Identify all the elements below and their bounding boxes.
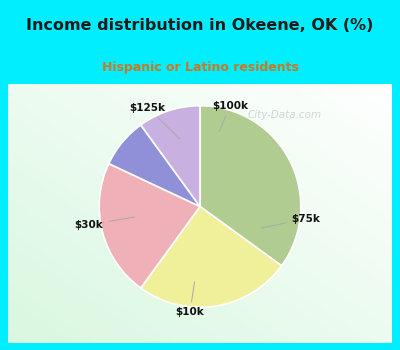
Wedge shape bbox=[109, 125, 200, 206]
Wedge shape bbox=[141, 106, 200, 206]
Text: Income distribution in Okeene, OK (%): Income distribution in Okeene, OK (%) bbox=[26, 18, 374, 33]
Text: $75k: $75k bbox=[261, 214, 320, 228]
Text: $30k: $30k bbox=[75, 217, 135, 230]
Wedge shape bbox=[141, 206, 282, 307]
Text: $100k: $100k bbox=[212, 101, 248, 131]
Text: Hispanic or Latino residents: Hispanic or Latino residents bbox=[102, 61, 298, 74]
Wedge shape bbox=[99, 163, 200, 288]
Text: $125k: $125k bbox=[130, 103, 180, 139]
Wedge shape bbox=[200, 106, 301, 266]
Text: City-Data.com: City-Data.com bbox=[248, 110, 322, 120]
Text: $10k: $10k bbox=[176, 282, 204, 317]
